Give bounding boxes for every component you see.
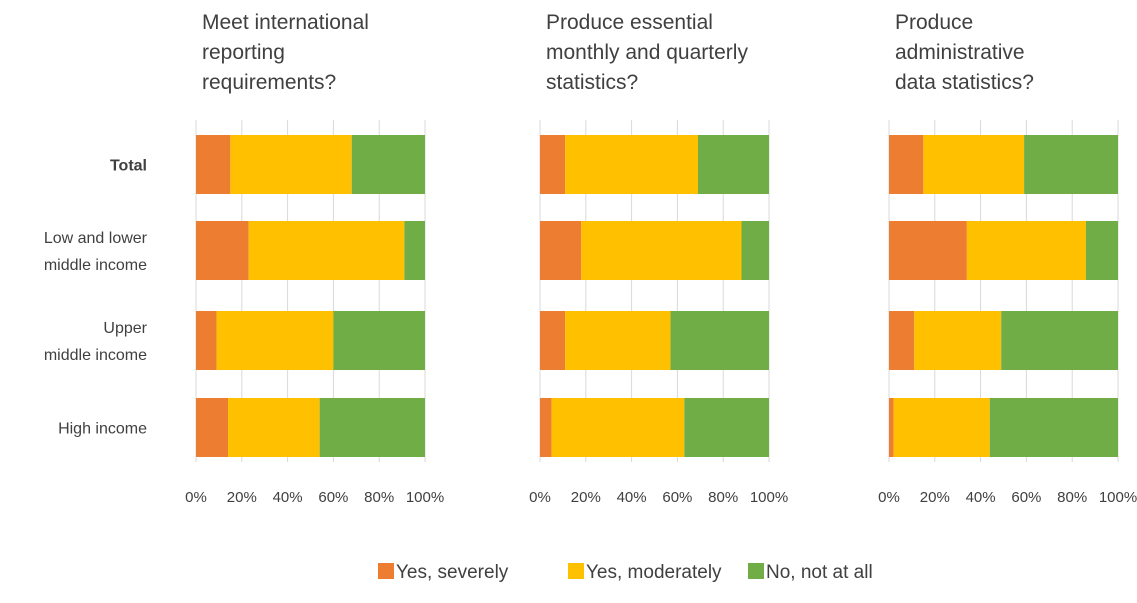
panel-2-bar-1-2: [1085, 221, 1118, 280]
legend-swatch-0: [378, 563, 394, 579]
panel-0-bar-0-2: [351, 135, 425, 194]
panel-1-title-line-1: monthly and quarterly: [546, 41, 748, 64]
panel-2-bar-3-2: [989, 398, 1118, 457]
panel-0-tick-label-1: 20%: [227, 489, 257, 506]
panel-0-tick-label-5: 100%: [406, 489, 444, 506]
panel-2-tick-label-1: 20%: [920, 489, 950, 506]
legend-label-0: Yes, severely: [396, 562, 509, 583]
panel-2-tick-label-0: 0%: [878, 489, 900, 506]
category-label-0-0: Total: [110, 158, 147, 175]
panel-2-bar-3-0: [889, 398, 894, 457]
panel-2-bar-0-0: [889, 135, 924, 194]
panel-2-title-line-2: data statistics?: [895, 71, 1034, 94]
panel-0-tick-label-0: 0%: [185, 489, 207, 506]
panel-0-title-line-0: Meet international: [202, 11, 369, 34]
panel-2-bar-2-2: [1001, 311, 1118, 370]
panel-0-bar-3-1: [228, 398, 320, 457]
panel-1-title-line-0: Produce essential: [546, 11, 713, 34]
panel-1-bar-1-1: [581, 221, 742, 280]
panel-2-title-line-1: administrative: [895, 41, 1025, 64]
panel-2-bar-3-1: [893, 398, 990, 457]
panel-1-tick-label-3: 60%: [662, 489, 692, 506]
panel-0-bar-0-1: [230, 135, 352, 194]
panel-1-tick-label-5: 100%: [750, 489, 788, 506]
panel-1-tick-label-2: 40%: [617, 489, 647, 506]
panel-1-tick-label-1: 20%: [571, 489, 601, 506]
panel-1-tick-label-0: 0%: [529, 489, 551, 506]
category-label-1-0: Low and lower: [44, 230, 148, 247]
panel-1-bar-1-2: [741, 221, 769, 280]
panel-0-bar-0-0: [196, 135, 231, 194]
panel-0-tick-label-4: 80%: [364, 489, 394, 506]
panel-1-tick-label-4: 80%: [708, 489, 738, 506]
panel-0-tick-label-3: 60%: [318, 489, 348, 506]
panel-0-bar-3-0: [196, 398, 229, 457]
panel-1-title-line-2: statistics?: [546, 71, 638, 94]
panel-1-bar-3-0: [540, 398, 552, 457]
legend-label-1: Yes, moderately: [586, 562, 722, 583]
panel-2-bar-2-0: [889, 311, 915, 370]
panel-2-bar-1-0: [889, 221, 967, 280]
panel-0-bar-1-2: [404, 221, 425, 280]
panel-0-bar-1-1: [248, 221, 405, 280]
panel-0-tick-label-2: 40%: [273, 489, 303, 506]
panel-2-bar-0-2: [1024, 135, 1118, 194]
legend-label-2: No, not at all: [766, 562, 873, 583]
legend-swatch-2: [748, 563, 764, 579]
panel-2-bar-2-1: [914, 311, 1002, 370]
panel-2-bar-0-1: [923, 135, 1025, 194]
panel-0-title-line-1: reporting: [202, 41, 285, 64]
panel-0-bar-2-2: [333, 311, 425, 370]
panel-1-bar-0-1: [565, 135, 699, 194]
panel-0-bar-1-0: [196, 221, 249, 280]
panel-2-tick-label-4: 80%: [1057, 489, 1087, 506]
panel-1-bar-2-0: [540, 311, 566, 370]
panel-2-tick-label-2: 40%: [966, 489, 996, 506]
panel-0-bar-2-0: [196, 311, 217, 370]
legend-swatch-1: [568, 563, 584, 579]
category-label-1-1: middle income: [44, 257, 147, 274]
panel-1-bar-0-2: [698, 135, 769, 194]
panel-2-tick-label-5: 100%: [1099, 489, 1137, 506]
panel-1-bar-3-1: [551, 398, 685, 457]
panel-1-bar-2-1: [565, 311, 671, 370]
panel-0-bar-3-2: [319, 398, 425, 457]
panel-2-bar-1-1: [966, 221, 1086, 280]
panel-1-bar-3-2: [684, 398, 769, 457]
category-label-3-0: High income: [58, 421, 147, 438]
panel-2-title-line-0: Produce: [895, 11, 973, 34]
panel-1-bar-1-0: [540, 221, 582, 280]
panel-2-tick-label-3: 60%: [1011, 489, 1041, 506]
panel-0-bar-2-1: [216, 311, 334, 370]
panel-0-title-line-2: requirements?: [202, 71, 336, 94]
panel-1-bar-2-2: [670, 311, 769, 370]
category-label-2-0: Upper: [103, 320, 147, 337]
panel-1-bar-0-0: [540, 135, 566, 194]
category-label-2-1: middle income: [44, 347, 147, 364]
